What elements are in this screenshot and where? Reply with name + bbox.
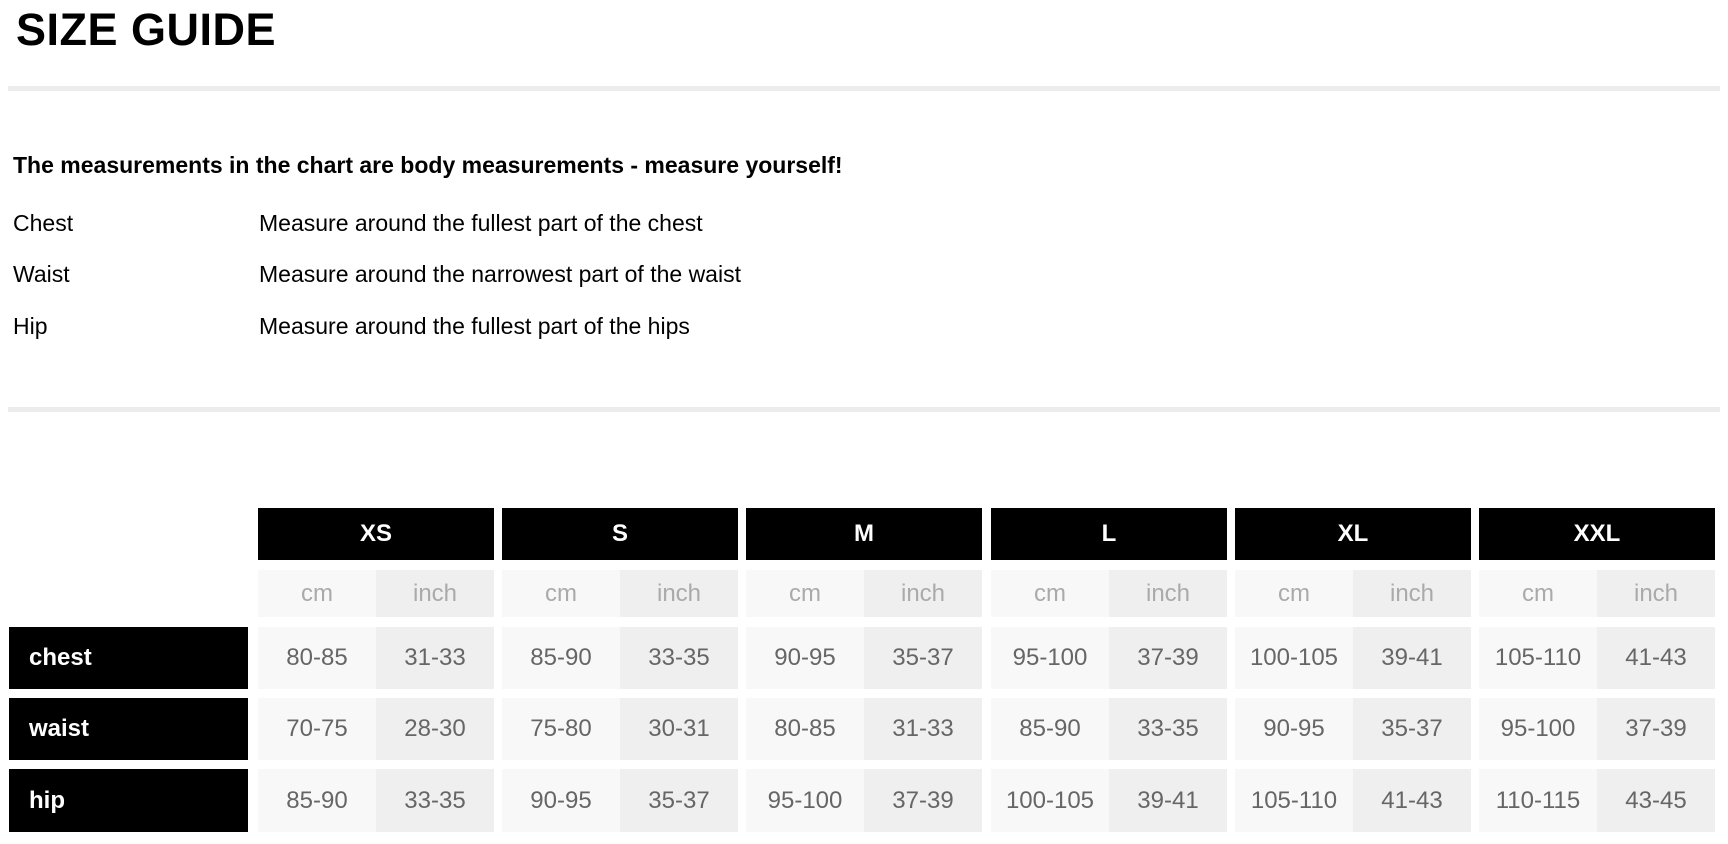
unit-header-inch: inch	[620, 570, 738, 617]
table-cell: 39-41	[1353, 627, 1471, 689]
size-header-m: M	[746, 508, 982, 560]
table-cell: 95-100	[746, 769, 864, 832]
table-cell: 33-35	[620, 627, 738, 689]
table-cell: 37-39	[1109, 627, 1227, 689]
table-cell: 33-35	[376, 769, 494, 832]
table-cell: 90-95	[502, 769, 620, 832]
row-label-hip: hip	[9, 769, 248, 832]
unit-header-cm: cm	[991, 570, 1109, 617]
row-label-waist: waist	[9, 698, 248, 760]
table-cell: 110-115	[1479, 769, 1597, 832]
table-cell: 80-85	[746, 698, 864, 760]
divider	[8, 86, 1720, 91]
size-header-xs: XS	[258, 508, 494, 560]
subtitle: The measurements in the chart are body m…	[13, 152, 843, 178]
table-cell: 80-85	[258, 627, 376, 689]
table-cell: 85-90	[502, 627, 620, 689]
unit-header-cm: cm	[1479, 570, 1597, 617]
table-cell: 41-43	[1597, 627, 1715, 689]
unit-header-inch: inch	[376, 570, 494, 617]
table-cell: 105-110	[1235, 769, 1353, 832]
unit-header-inch: inch	[1109, 570, 1227, 617]
measurement-name: Waist	[13, 261, 70, 287]
unit-header-cm: cm	[258, 570, 376, 617]
table-cell: 28-30	[376, 698, 494, 760]
table-cell: 37-39	[1597, 698, 1715, 760]
row-label-chest: chest	[9, 627, 248, 689]
table-cell: 85-90	[991, 698, 1109, 760]
unit-header-inch: inch	[864, 570, 982, 617]
table-cell: 95-100	[1479, 698, 1597, 760]
table-cell: 30-31	[620, 698, 738, 760]
table-cell: 31-33	[864, 698, 982, 760]
table-cell: 90-95	[1235, 698, 1353, 760]
table-cell: 33-35	[1109, 698, 1227, 760]
divider	[8, 407, 1720, 412]
unit-header-inch: inch	[1597, 570, 1715, 617]
table-cell: 41-43	[1353, 769, 1471, 832]
table-cell: 70-75	[258, 698, 376, 760]
table-cell: 90-95	[746, 627, 864, 689]
table-cell: 31-33	[376, 627, 494, 689]
table-cell: 100-105	[1235, 627, 1353, 689]
table-cell: 35-37	[1353, 698, 1471, 760]
table-cell: 35-37	[620, 769, 738, 832]
table-cell: 95-100	[991, 627, 1109, 689]
measurement-description: Measure around the fullest part of the h…	[259, 313, 690, 339]
measurement-description: Measure around the fullest part of the c…	[259, 210, 703, 236]
unit-header-inch: inch	[1353, 570, 1471, 617]
size-header-xl: XL	[1235, 508, 1471, 560]
measurement-chest: Chest Measure around the fullest part of…	[13, 210, 703, 237]
unit-header-cm: cm	[746, 570, 864, 617]
unit-header-cm: cm	[502, 570, 620, 617]
table-cell: 105-110	[1479, 627, 1597, 689]
table-cell: 100-105	[991, 769, 1109, 832]
table-cell: 37-39	[864, 769, 982, 832]
unit-header-cm: cm	[1235, 570, 1353, 617]
size-header-s: S	[502, 508, 738, 560]
measurement-description: Measure around the narrowest part of the…	[259, 261, 741, 287]
table-cell: 43-45	[1597, 769, 1715, 832]
measurement-name: Chest	[13, 210, 74, 236]
table-cell: 39-41	[1109, 769, 1227, 832]
size-header-l: L	[991, 508, 1227, 560]
page-title: SIZE GUIDE	[16, 4, 277, 55]
table-cell: 85-90	[258, 769, 376, 832]
table-cell: 35-37	[864, 627, 982, 689]
size-header-xxl: XXL	[1479, 508, 1715, 560]
table-cell: 75-80	[502, 698, 620, 760]
measurement-name: Hip	[13, 313, 48, 339]
measurement-hip: Hip Measure around the fullest part of t…	[13, 313, 690, 340]
measurement-waist: Waist Measure around the narrowest part …	[13, 261, 741, 288]
